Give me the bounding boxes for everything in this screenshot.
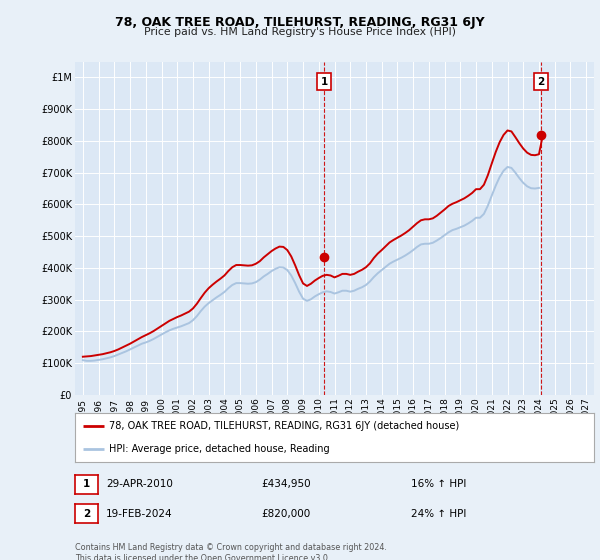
Text: 16% ↑ HPI: 16% ↑ HPI	[411, 479, 466, 489]
Text: 19-FEB-2024: 19-FEB-2024	[106, 508, 173, 519]
Text: £434,950: £434,950	[261, 479, 311, 489]
Text: 2: 2	[538, 77, 545, 87]
Text: 1: 1	[83, 479, 90, 489]
Text: £820,000: £820,000	[261, 508, 310, 519]
Text: 29-APR-2010: 29-APR-2010	[106, 479, 173, 489]
Text: HPI: Average price, detached house, Reading: HPI: Average price, detached house, Read…	[109, 444, 329, 454]
Text: Price paid vs. HM Land Registry's House Price Index (HPI): Price paid vs. HM Land Registry's House …	[144, 27, 456, 37]
Text: 2: 2	[83, 508, 90, 519]
Text: 78, OAK TREE ROAD, TILEHURST, READING, RG31 6JY (detached house): 78, OAK TREE ROAD, TILEHURST, READING, R…	[109, 421, 459, 431]
Text: 1: 1	[320, 77, 328, 87]
Text: 24% ↑ HPI: 24% ↑ HPI	[411, 508, 466, 519]
Text: 78, OAK TREE ROAD, TILEHURST, READING, RG31 6JY: 78, OAK TREE ROAD, TILEHURST, READING, R…	[115, 16, 485, 29]
Text: Contains HM Land Registry data © Crown copyright and database right 2024.
This d: Contains HM Land Registry data © Crown c…	[75, 543, 387, 560]
